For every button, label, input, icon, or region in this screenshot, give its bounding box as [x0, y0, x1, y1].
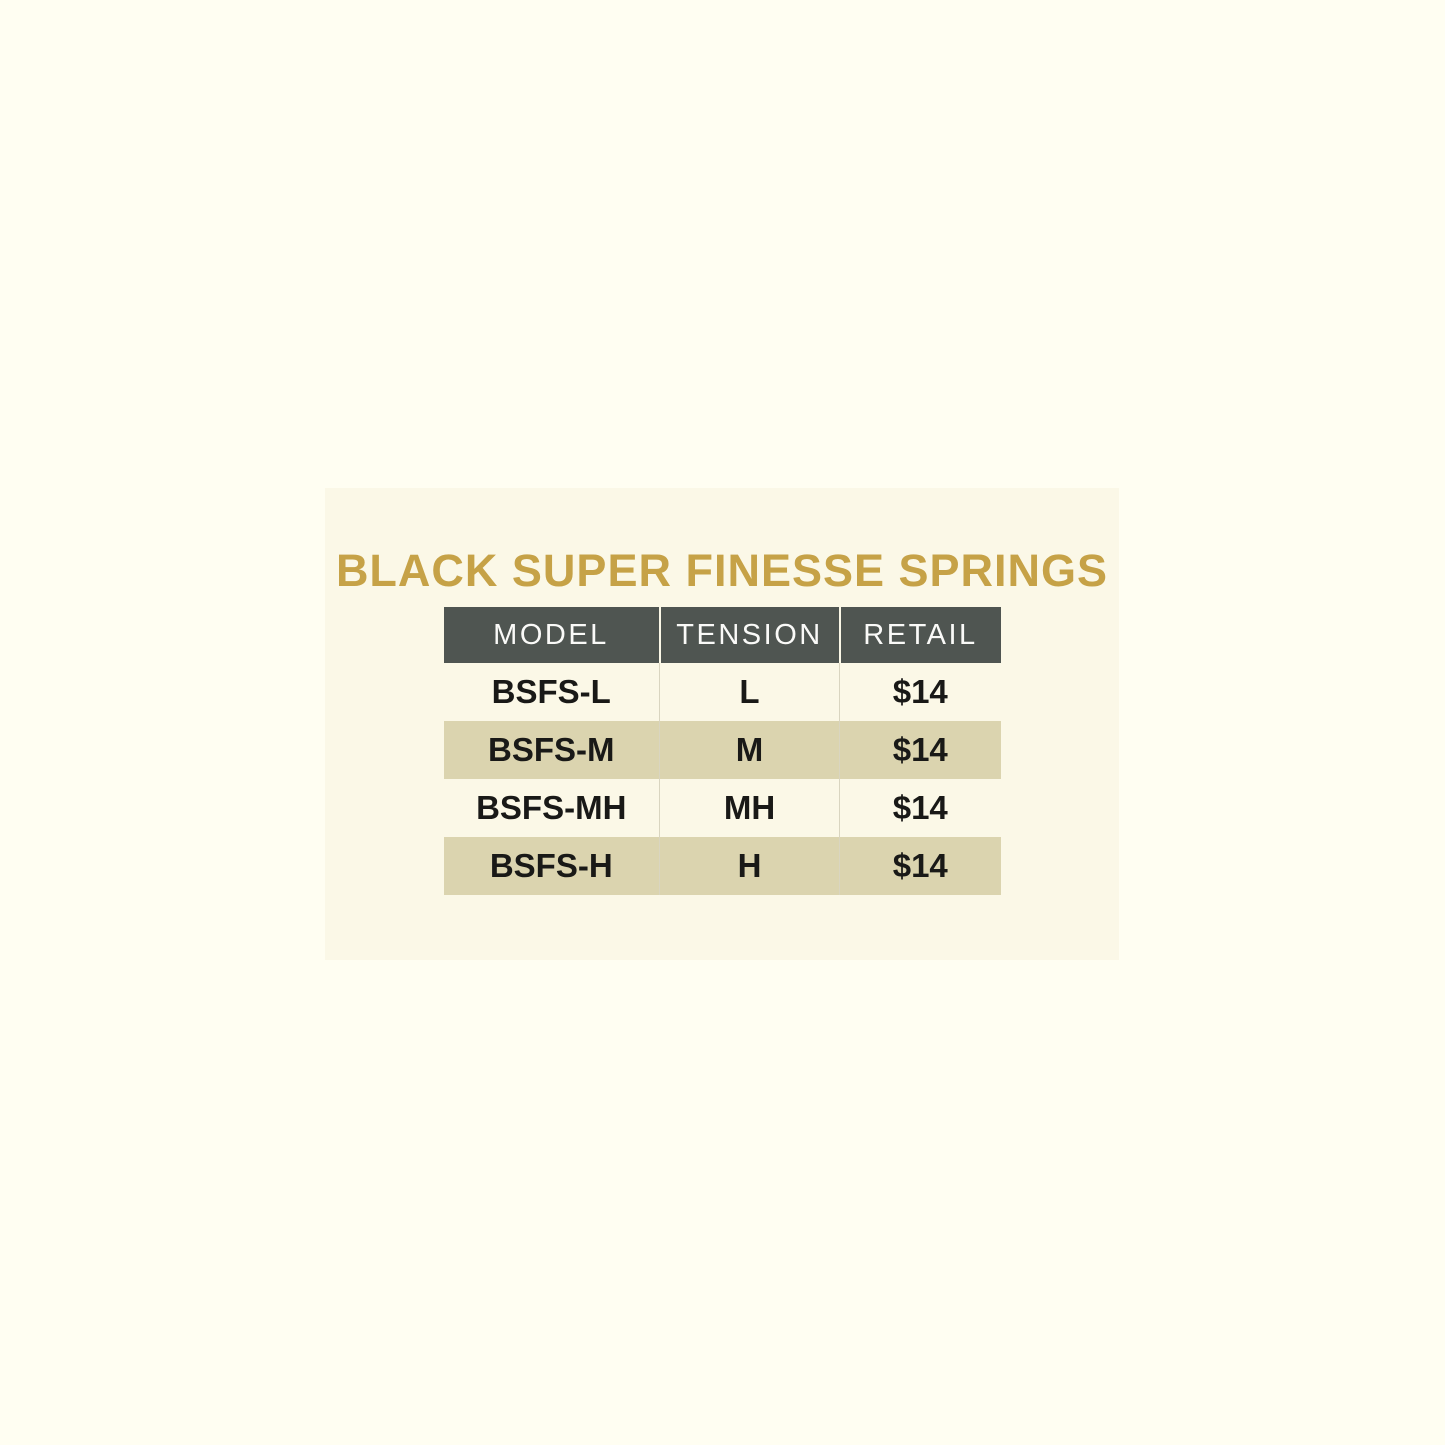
column-header-model: MODEL	[443, 607, 660, 663]
cell-model: BSFS-M	[443, 721, 660, 779]
table-row: BSFS-L L $14	[444, 663, 1001, 721]
cell-tension: L	[659, 663, 840, 721]
table-header-row: MODEL TENSION RETAIL	[443, 607, 1001, 663]
cell-retail: $14	[839, 663, 1001, 721]
cell-retail: $14	[839, 779, 1001, 837]
cell-tension: M	[659, 721, 840, 779]
column-header-retail: RETAIL	[838, 607, 1001, 663]
table-row: BSFS-H H $14	[443, 837, 1001, 895]
cell-model: BSFS-L	[491, 673, 611, 710]
page-title: BLACK SUPER FINESSE SPRINGS	[335, 545, 1109, 596]
cell-retail: $14	[839, 721, 1001, 779]
table-row: BSFS-M M $14	[443, 721, 1001, 779]
column-header-tension: TENSION	[658, 607, 840, 663]
cell-tension: MH	[659, 779, 840, 837]
cell-model: BSFS-MH	[476, 789, 627, 826]
price-table: MODEL TENSION RETAIL BSFS-L L $14 BSFS-M…	[443, 607, 1001, 895]
table-row: BSFS-MH MH $14	[444, 779, 1001, 837]
cell-tension: H	[659, 837, 840, 895]
cell-model: BSFS-H	[443, 837, 660, 895]
pricing-card: BLACK SUPER FINESSE SPRINGS MODEL TENSIO…	[325, 488, 1119, 960]
cell-retail: $14	[839, 837, 1001, 895]
